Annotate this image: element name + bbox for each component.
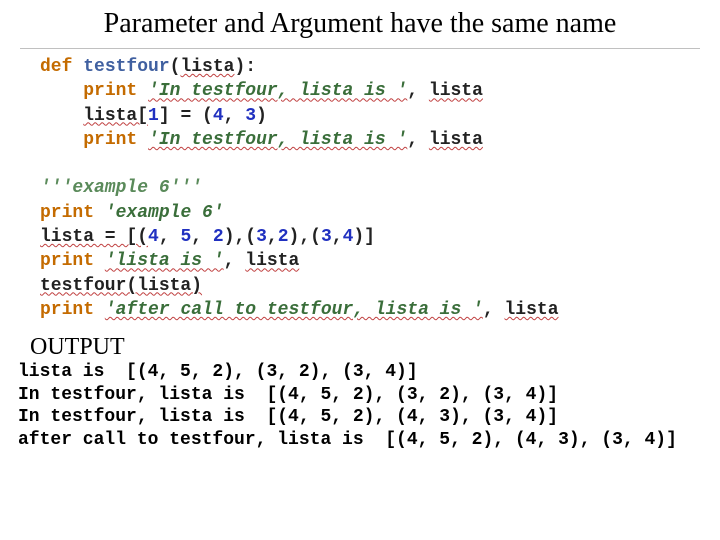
keyword-print: print xyxy=(40,300,94,320)
code-block: def testfour(lista): print 'In testfour,… xyxy=(0,49,720,326)
string-literal: 'In testfour, lista is ' xyxy=(148,81,407,101)
comma: , xyxy=(224,251,246,271)
number-4: 4 xyxy=(213,106,224,126)
tuple-sep: ),( xyxy=(289,227,321,247)
output-label: OUTPUT xyxy=(0,326,720,361)
number: 3 xyxy=(321,227,332,247)
list-close: )] xyxy=(353,227,375,247)
slide-title: Parameter and Argument have the same nam… xyxy=(0,0,720,48)
string-literal: 'lista is ' xyxy=(105,251,224,271)
string-literal: 'example 6' xyxy=(105,203,224,223)
docstring: '''example 6''' xyxy=(40,178,202,198)
number: 5 xyxy=(180,227,191,247)
number: 4 xyxy=(148,227,159,247)
comma: , xyxy=(483,300,505,320)
param-lista: lista xyxy=(180,57,234,77)
output-line: lista is [(4, 5, 2), (3, 2), (3, 4)] xyxy=(18,362,418,382)
comma: , xyxy=(191,227,213,247)
number-1: 1 xyxy=(148,106,159,126)
function-call: testfour(lista) xyxy=(40,276,202,296)
identifier-lista: lista xyxy=(429,81,483,101)
paren-close: ): xyxy=(234,57,256,77)
tuple-sep: ),( xyxy=(224,227,256,247)
identifier-lista: lista xyxy=(245,251,299,271)
comma: , xyxy=(407,81,429,101)
number: 2 xyxy=(213,227,224,247)
keyword-print: print xyxy=(40,203,94,223)
comma: , xyxy=(267,227,278,247)
output-line: after call to testfour, lista is [(4, 5,… xyxy=(18,430,677,450)
paren-open: ( xyxy=(170,57,181,77)
identifier-lista: lista xyxy=(429,130,483,150)
function-name: testfour xyxy=(83,57,169,77)
tuple-close: ) xyxy=(256,106,267,126)
keyword-print: print xyxy=(83,130,137,150)
lhs-lista-index: lista[ xyxy=(83,106,148,126)
comma: , xyxy=(159,227,181,247)
number: 4 xyxy=(343,227,354,247)
lista-assign: lista = [( xyxy=(40,227,148,247)
comma: , xyxy=(332,227,343,247)
output-line: In testfour, lista is [(4, 5, 2), (3, 2)… xyxy=(18,385,558,405)
identifier-lista: lista xyxy=(505,300,559,320)
output-block: lista is [(4, 5, 2), (3, 2), (3, 4)] In … xyxy=(0,361,720,461)
keyword-print: print xyxy=(40,251,94,271)
output-line: In testfour, lista is [(4, 5, 2), (4, 3)… xyxy=(18,407,558,427)
string-literal: 'after call to testfour, lista is ' xyxy=(105,300,483,320)
string-literal: 'In testfour, lista is ' xyxy=(148,130,407,150)
number: 3 xyxy=(256,227,267,247)
number-3: 3 xyxy=(245,106,256,126)
comma: , xyxy=(407,130,429,150)
comma: , xyxy=(224,106,246,126)
number: 2 xyxy=(278,227,289,247)
assign-tuple-open: ] = ( xyxy=(159,106,213,126)
keyword-print: print xyxy=(83,81,137,101)
keyword-def: def xyxy=(40,57,72,77)
